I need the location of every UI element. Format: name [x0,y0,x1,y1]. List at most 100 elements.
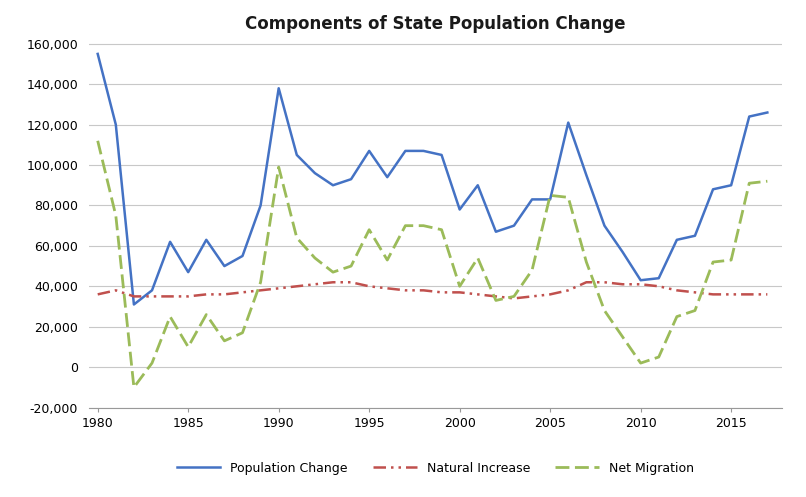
Natural Increase [147,293,157,299]
Natural Increase [93,291,102,297]
Natural Increase [202,291,211,297]
Population Change [165,239,175,245]
Natural Increase [418,287,428,293]
Net Migration [238,330,247,336]
Population Change [256,202,265,208]
Natural Increase [183,293,193,299]
Net Migration [617,334,627,340]
Net Migration [546,192,555,198]
Population Change [238,253,247,259]
Natural Increase [617,281,627,287]
Natural Increase [219,291,229,297]
Population Change [581,172,591,178]
Population Change [93,51,102,57]
Natural Increase [401,287,410,293]
Natural Increase [364,283,374,289]
Population Change [437,152,447,158]
Population Change [762,109,772,115]
Natural Increase [437,289,447,295]
Net Migration [165,314,175,320]
Net Migration [563,194,573,200]
Line: Net Migration: Net Migration [98,141,767,387]
Natural Increase [473,291,483,297]
Natural Increase [310,281,320,287]
Net Migration [111,213,121,219]
Population Change [473,182,483,188]
Population Change [401,148,410,154]
Population Change [546,196,555,202]
Population Change [527,196,537,202]
Natural Increase [274,285,284,291]
Population Change [129,302,139,308]
Net Migration [202,312,211,318]
Natural Increase [546,291,555,297]
Line: Population Change: Population Change [98,54,767,305]
Population Change [672,237,682,243]
Net Migration [672,314,682,320]
Net Migration [256,279,265,285]
Population Change [617,249,627,255]
Net Migration [745,180,754,186]
Net Migration [364,227,374,233]
Natural Increase [600,279,609,285]
Population Change [202,237,211,243]
Population Change [364,148,374,154]
Natural Increase [129,293,139,299]
Population Change [418,148,428,154]
Natural Increase [455,289,464,295]
Net Migration [292,235,301,241]
Net Migration [762,178,772,184]
Net Migration [328,269,338,275]
Line: Natural Increase: Natural Increase [98,282,767,298]
Natural Increase [690,289,700,295]
Natural Increase [672,287,682,293]
Natural Increase [745,291,754,297]
Natural Increase [708,291,718,297]
Net Migration [491,298,501,304]
Population Change [600,223,609,229]
Natural Increase [527,293,537,299]
Natural Increase [509,295,519,301]
Net Migration [437,227,447,233]
Net Migration [654,354,663,360]
Natural Increase [762,291,772,297]
Net Migration [600,308,609,314]
Population Change [310,170,320,176]
Title: Components of State Population Change: Components of State Population Change [245,14,625,33]
Net Migration [382,257,392,263]
Net Migration [473,255,483,261]
Net Migration [726,257,736,263]
Population Change [726,182,736,188]
Natural Increase [654,283,663,289]
Natural Increase [581,279,591,285]
Population Change [274,85,284,91]
Population Change [636,277,646,283]
Population Change [563,120,573,126]
Population Change [147,287,157,293]
Net Migration [509,293,519,299]
Natural Increase [328,279,338,285]
Population Change [219,263,229,269]
Net Migration [636,360,646,366]
Legend: Population Change, Natural Increase, Net Migration: Population Change, Natural Increase, Net… [177,462,694,475]
Population Change [745,114,754,120]
Net Migration [690,308,700,314]
Natural Increase [382,285,392,291]
Net Migration [183,344,193,350]
Population Change [183,269,193,275]
Natural Increase [256,287,265,293]
Net Migration [347,263,356,269]
Net Migration [274,164,284,170]
Population Change [509,223,519,229]
Natural Increase [636,281,646,287]
Population Change [111,122,121,128]
Natural Increase [111,287,121,293]
Natural Increase [726,291,736,297]
Net Migration [401,223,410,229]
Net Migration [93,138,102,144]
Natural Increase [563,287,573,293]
Population Change [382,174,392,180]
Population Change [708,186,718,192]
Net Migration [129,384,139,390]
Net Migration [418,223,428,229]
